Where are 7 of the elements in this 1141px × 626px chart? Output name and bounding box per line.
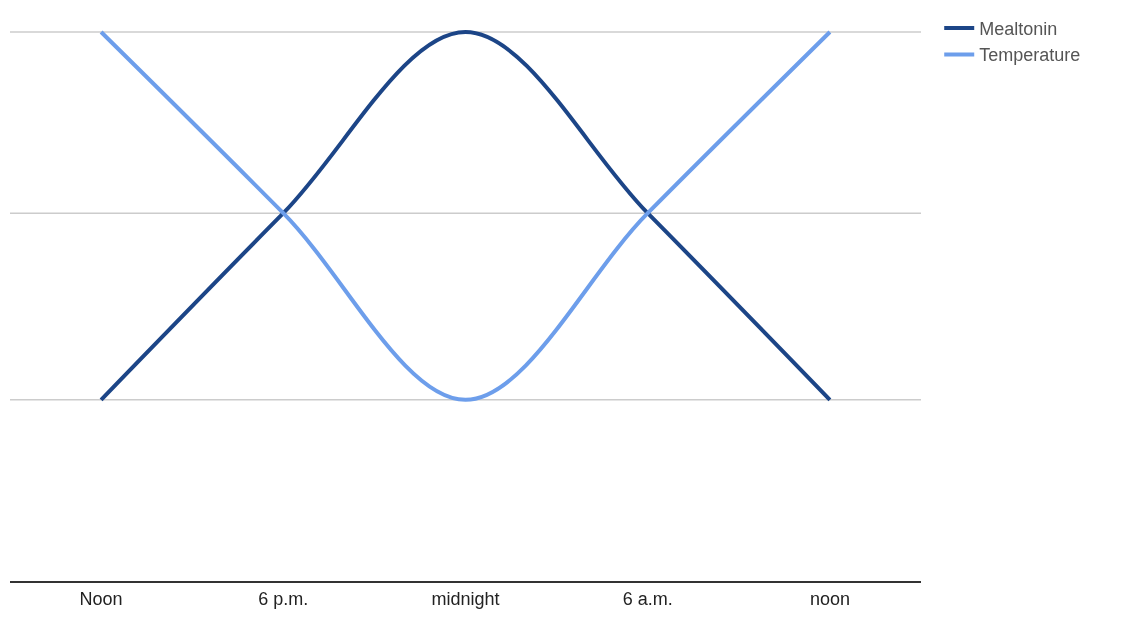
- x-tick-label: midnight: [431, 588, 500, 609]
- legend-label: Mealtonin: [979, 19, 1058, 40]
- legend-label: Temperature: [979, 45, 1081, 66]
- x-tick-label: Noon: [79, 588, 123, 609]
- x-tick-label: 6 a.m.: [622, 588, 673, 609]
- x-tick-label: noon: [809, 588, 850, 609]
- x-tick-label: 6 p.m.: [258, 588, 309, 609]
